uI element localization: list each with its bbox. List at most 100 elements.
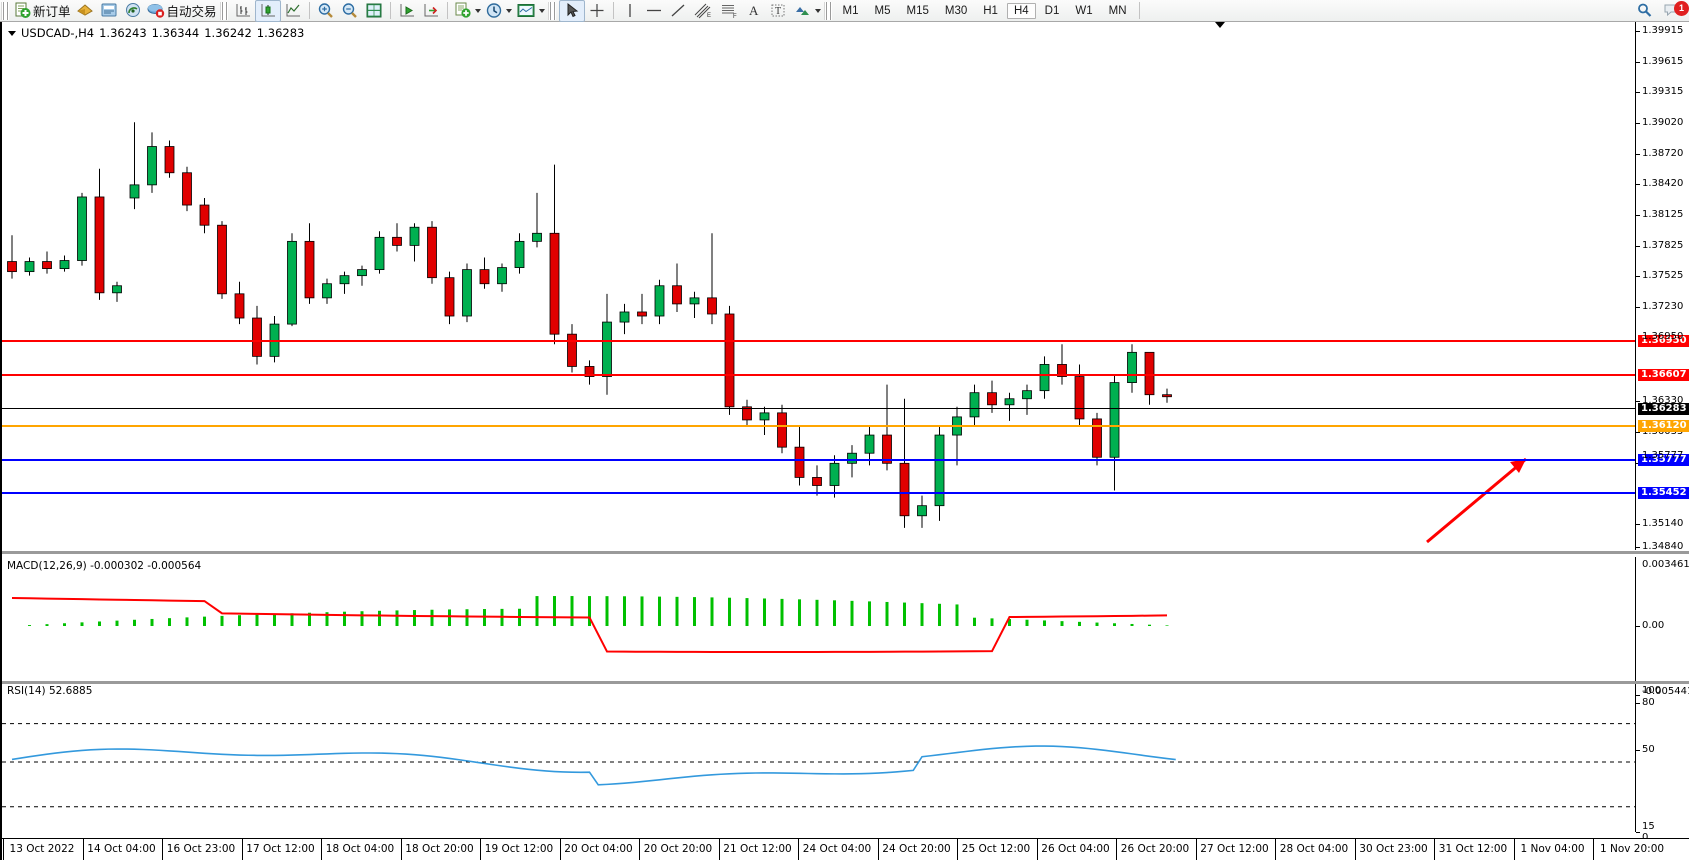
toolbar-separator-2	[389, 2, 391, 19]
time-label-6: 19 Oct 12:00	[484, 843, 554, 855]
bar-chart-icon[interactable]	[231, 1, 255, 21]
svg-text:E: E	[707, 13, 711, 19]
horizontal-line-icon[interactable]	[642, 1, 666, 21]
symbol-open: 1.36243	[99, 26, 147, 40]
timeframe-mn[interactable]: MN	[1108, 4, 1127, 17]
time-label-16: 28 Oct 04:00	[1279, 843, 1349, 855]
price-tag-pivot: 1.36120	[1638, 420, 1689, 432]
main-toolbar: 新订单	[0, 0, 1689, 22]
vertical-line-icon[interactable]	[618, 1, 642, 21]
ylabel-9: 1.37230	[1642, 301, 1684, 312]
chart-canvas[interactable]: USDCAD-,H4 1.36243 1.36344 1.36242 1.362…	[0, 22, 1689, 860]
timeframe-m30[interactable]: M30	[944, 4, 968, 17]
zoom-in-icon[interactable]	[314, 1, 338, 21]
chevron-down-icon-2[interactable]	[505, 8, 512, 13]
price-tag-current: 1.36283	[1638, 403, 1689, 415]
rsi-tick-100: 100	[1642, 685, 1662, 696]
new-order-label: 新订单	[33, 4, 71, 19]
rsi-pane[interactable]	[2, 684, 1635, 834]
time-label-20: 1 Nov 20:00	[1599, 843, 1665, 855]
line-chart-icon[interactable]	[281, 1, 305, 21]
resistance-line-1[interactable]	[2, 340, 1635, 342]
ylabel-8: 1.37525	[1642, 270, 1684, 281]
add-indicator-icon[interactable]	[452, 1, 483, 21]
auto-trading-label: 自动交易	[166, 4, 217, 19]
pivot-line[interactable]	[2, 425, 1635, 427]
timeframe-w1[interactable]: W1	[1075, 4, 1093, 17]
crosshair-icon[interactable]	[585, 1, 609, 21]
toolbar-grip[interactable]	[1, 1, 9, 20]
timeframe-d1[interactable]: D1	[1044, 4, 1060, 17]
timeframe-m5[interactable]: M5	[874, 4, 891, 17]
data-window-icon[interactable]	[97, 1, 121, 21]
navigator-icon[interactable]	[121, 1, 145, 21]
macd-label: MACD(12,26,9) -0.000302 -0.000564	[7, 560, 202, 572]
chevron-down-icon-4[interactable]	[814, 8, 821, 13]
trendline-icon[interactable]	[666, 1, 690, 21]
time-label-2: 16 Oct 23:00	[166, 843, 236, 855]
terminal-icon[interactable]	[73, 1, 97, 21]
ylabel-18: 1.34840	[1642, 541, 1684, 552]
text-label-icon[interactable]: T	[766, 1, 790, 21]
rsi-tick-15: 15	[1642, 821, 1655, 832]
ylabel-6: 1.38125	[1642, 209, 1684, 220]
equidistant-channel-icon[interactable]: E	[690, 1, 716, 21]
timeframe-m15[interactable]: M15	[906, 4, 929, 17]
time-label-11: 24 Oct 20:00	[882, 843, 951, 855]
new-order-button[interactable]: 新订单	[12, 1, 73, 21]
macd-axis-line	[1635, 557, 1636, 682]
current-price-line	[2, 408, 1635, 409]
chevron-down-icon-3[interactable]	[538, 8, 545, 13]
candlestick-chart-icon[interactable]	[254, 0, 281, 22]
rsi-label: RSI(14) 52.6885	[7, 685, 93, 697]
arrows-icon[interactable]	[790, 1, 823, 21]
zoom-out-icon[interactable]	[338, 1, 362, 21]
time-label-13: 26 Oct 04:00	[1041, 843, 1110, 855]
notifications-icon[interactable]: 1	[1657, 0, 1689, 21]
chart-shift-icon[interactable]	[395, 1, 419, 21]
time-label-14: 26 Oct 20:00	[1120, 843, 1190, 855]
pane-separator-1[interactable]	[2, 551, 1689, 554]
cursor-icon[interactable]	[558, 0, 585, 22]
rsi-tick-80: 80	[1642, 697, 1655, 708]
ylabel-10: 1.36950	[1642, 331, 1684, 342]
time-label-9: 21 Oct 12:00	[723, 843, 792, 855]
symbol-name: USDCAD-,H4	[21, 26, 95, 40]
support-line-1[interactable]	[2, 459, 1635, 461]
period-icon[interactable]	[483, 1, 514, 21]
rsi-tick-50: 50	[1642, 744, 1655, 755]
text-icon[interactable]: A	[742, 1, 766, 21]
chevron-down-icon-chart[interactable]	[8, 30, 16, 36]
timeframe-h1[interactable]: H1	[983, 4, 998, 17]
time-label-0: 13 Oct 2022	[9, 843, 75, 855]
fibonacci-icon[interactable]: F	[716, 1, 742, 21]
chevron-down-icon[interactable]	[474, 8, 481, 13]
time-label-1: 14 Oct 04:00	[87, 843, 156, 855]
search-icon[interactable]	[1633, 1, 1657, 21]
resistance-line-2[interactable]	[2, 374, 1635, 376]
macd-tick-1: 0.00	[1642, 620, 1665, 631]
toolbar-separator-3	[446, 2, 448, 19]
notification-badge: 1	[1674, 0, 1689, 16]
auto-trading-button[interactable]: 自动交易	[145, 1, 219, 21]
timeframe-h4[interactable]: H4	[1006, 2, 1036, 19]
templates-icon[interactable]	[514, 1, 547, 21]
tile-windows-icon[interactable]	[362, 1, 386, 21]
ylabel-17: 1.35140	[1642, 518, 1684, 529]
timeframe-m1[interactable]: M1	[842, 4, 859, 17]
toolbar-grip-4[interactable]	[823, 1, 832, 20]
toolbar-grip-3[interactable]	[547, 1, 556, 20]
auto-scroll-icon[interactable]	[419, 1, 443, 21]
trend-arrow	[1426, 457, 1527, 544]
ylabel-3: 1.39020	[1642, 117, 1684, 128]
macd-tick-2: -0.005441	[1642, 686, 1689, 697]
macd-pane[interactable]	[2, 557, 1635, 682]
svg-text:T: T	[775, 6, 781, 17]
price-pane[interactable]	[2, 22, 1635, 550]
pane-separator-2[interactable]	[2, 681, 1689, 684]
support-line-2[interactable]	[2, 492, 1635, 494]
price-tag-support-1: 1.35777	[1638, 454, 1689, 466]
toolbar-grip-2[interactable]	[219, 1, 228, 20]
ylabel-2: 1.39315	[1642, 86, 1684, 97]
